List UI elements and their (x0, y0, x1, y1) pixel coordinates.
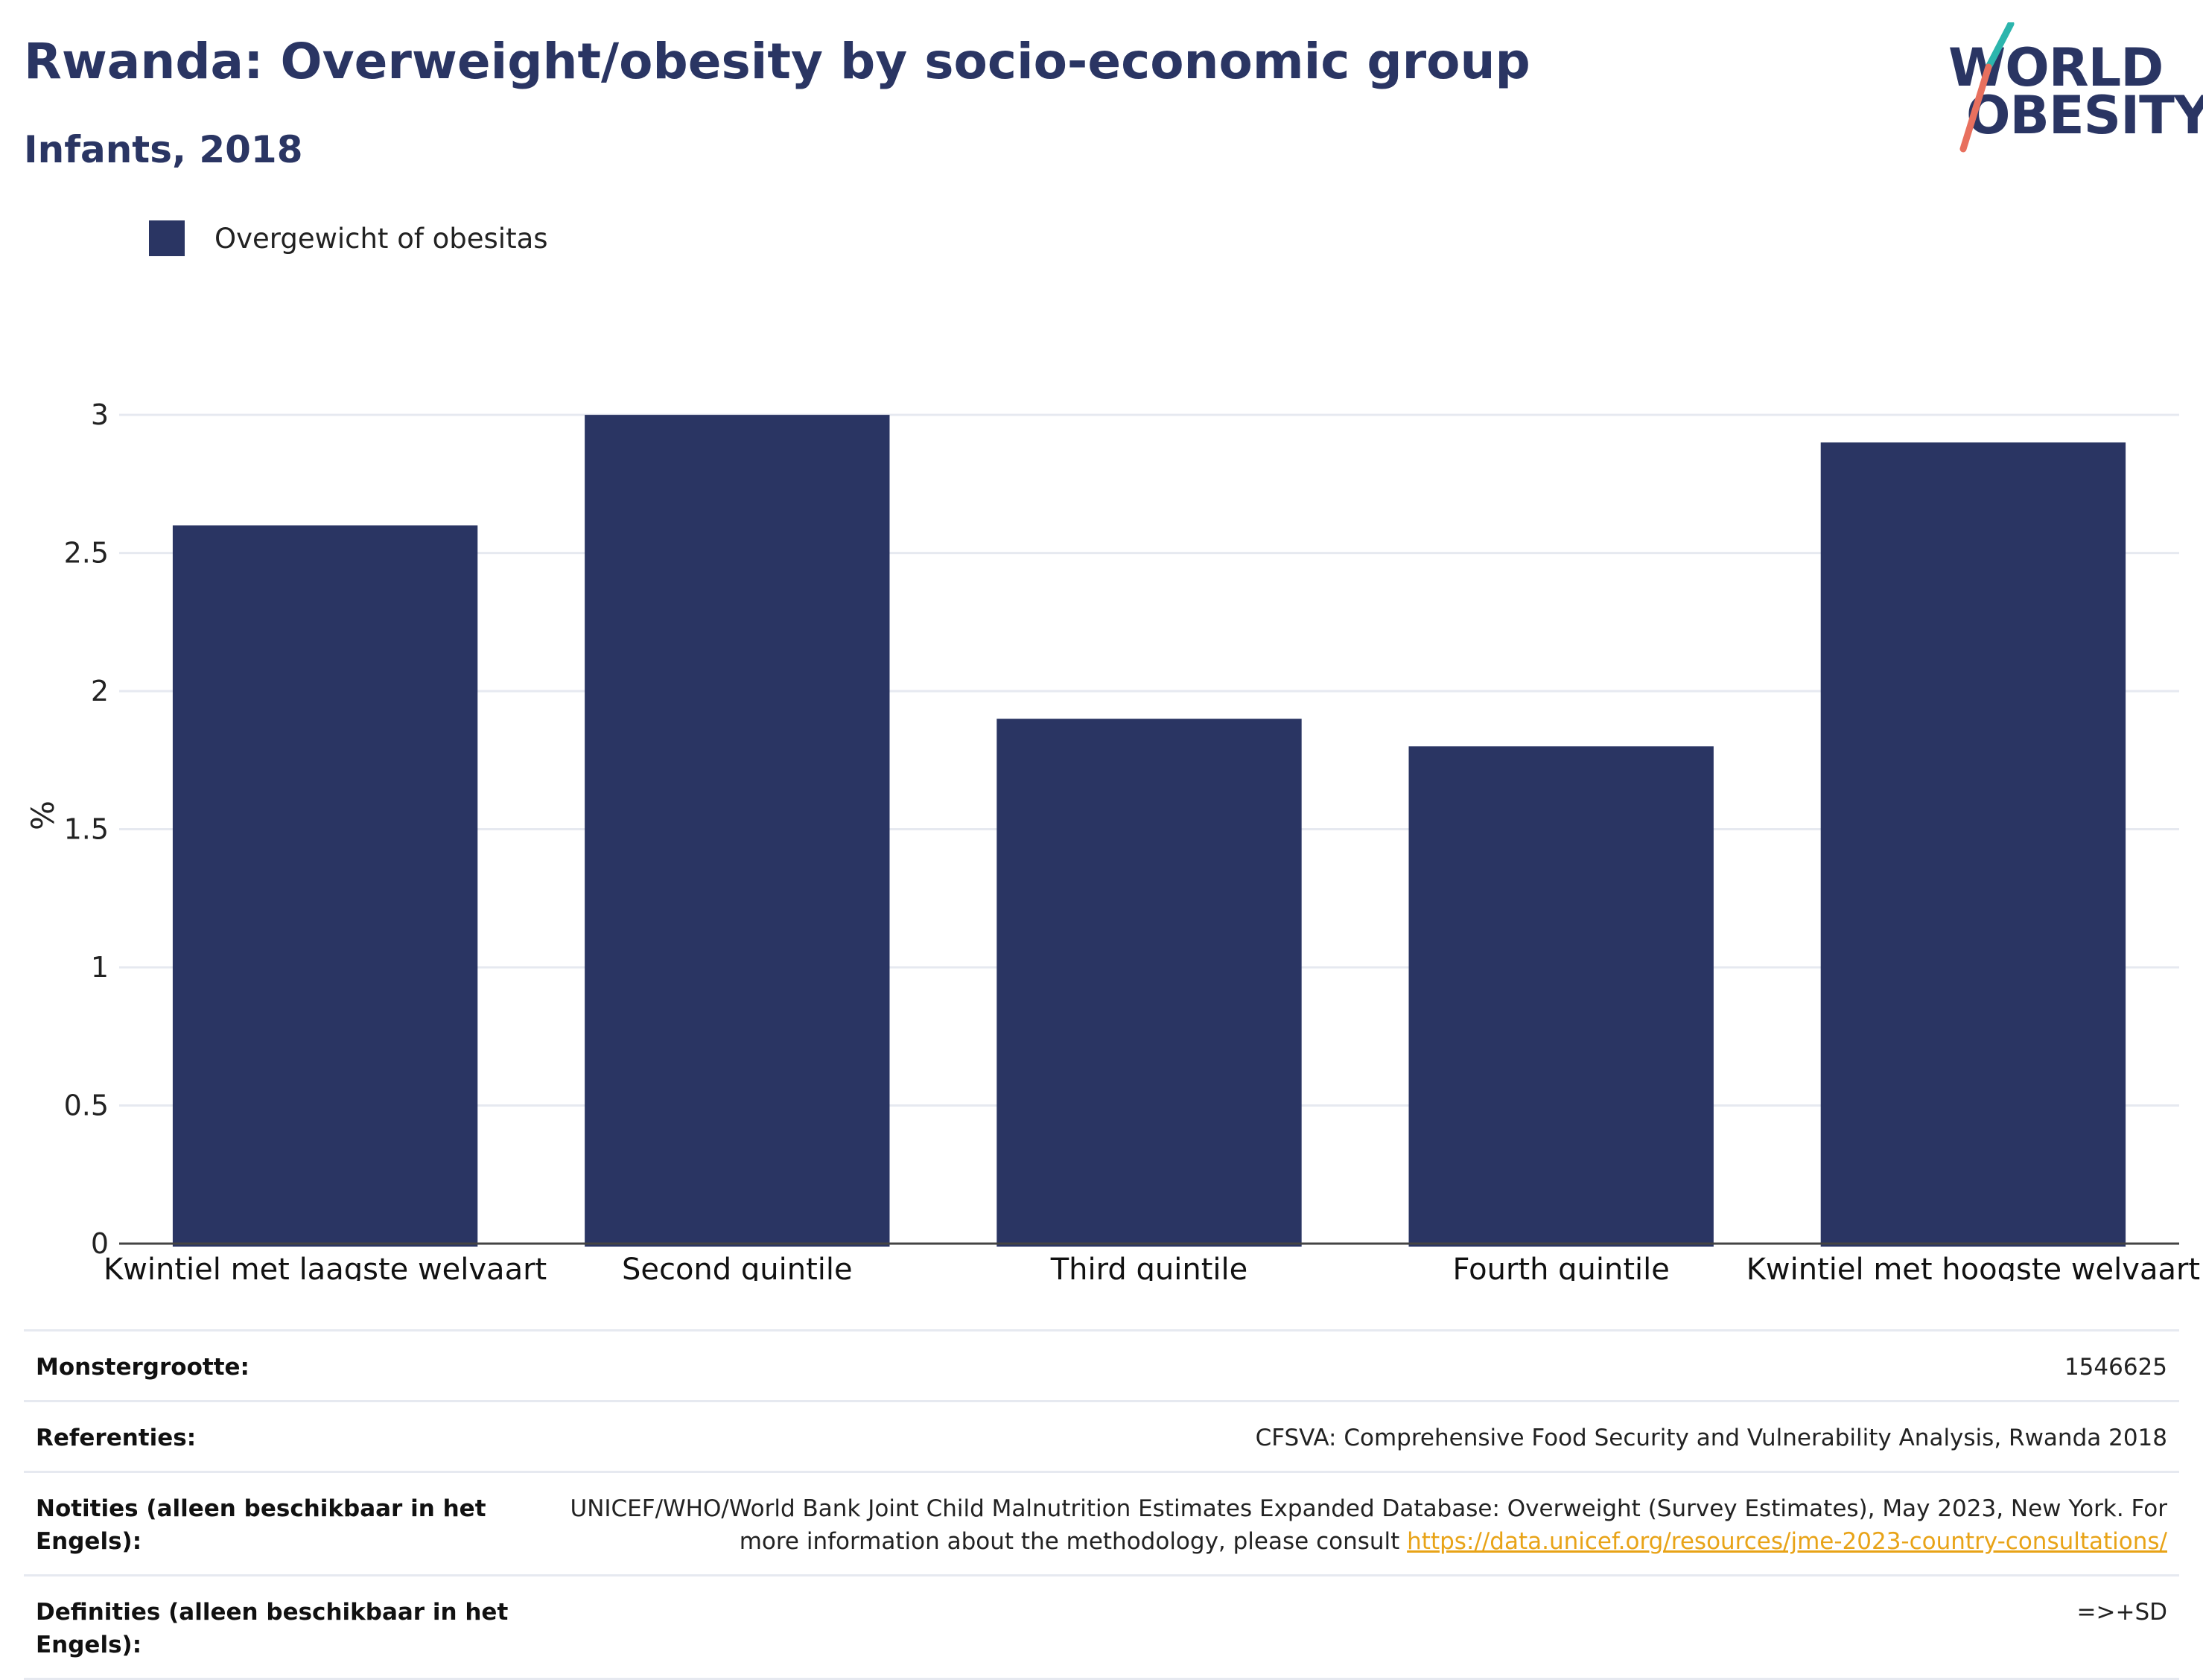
y-tick-label: 2 (91, 675, 109, 707)
info-key: Definities (alleen beschikbaar in het En… (36, 1599, 509, 1659)
y-tick-label: 0.5 (64, 1089, 109, 1122)
bar (1408, 746, 1714, 1247)
logo-slash-icon (1959, 22, 2015, 153)
y-tick-label: 0 (91, 1227, 109, 1260)
notes-text: UNICEF/WHO/World Bank Joint Child Malnut… (570, 1495, 2168, 1556)
x-tick-label: Kwintiel met laagste welvaart (104, 1253, 547, 1281)
bars (172, 415, 2126, 1247)
info-value: UNICEF/WHO/World Bank Joint Child Malnut… (544, 1492, 2168, 1558)
x-tick-label: Third quintile (1050, 1253, 1247, 1281)
chart-title: Rwanda: Overweight/obesity by socio-econ… (24, 33, 1530, 90)
y-tick-label: 1.5 (64, 813, 109, 846)
info-value: CFSVA: Comprehensive Food Security and V… (1255, 1425, 2167, 1452)
legend[interactable]: Overgewicht of obesitas (149, 220, 548, 256)
x-tick-label: Kwintiel met hoogste welvaart (1746, 1253, 2200, 1281)
x-tick-label: Second quintile (622, 1253, 853, 1281)
bar (996, 719, 1302, 1247)
methodology-link[interactable]: https://data.unicef.org/resources/jme-20… (1407, 1528, 2167, 1556)
y-axis-label: % (25, 801, 61, 830)
logo-line-2: OBESITY (1966, 85, 2203, 146)
y-tick-label: 1 (91, 951, 109, 984)
info-key: Referenties: (36, 1425, 197, 1452)
y-tick-label: 3 (91, 398, 109, 431)
x-tick-label: Fourth quintile (1453, 1253, 1670, 1281)
info-value: 1546625 (2064, 1354, 2167, 1381)
info-key: Monstergrootte: (36, 1354, 249, 1381)
y-tick-label: 2.5 (64, 537, 109, 570)
info-value: =>+SD (2076, 1599, 2167, 1626)
bar (585, 415, 890, 1247)
legend-swatch (149, 220, 185, 256)
bar (172, 525, 478, 1247)
legend-label: Overgewicht of obesitas (214, 222, 548, 255)
info-key: Notities (alleen beschikbaar in het Enge… (36, 1495, 486, 1556)
info-row-references: Referenties: CFSVA: Comprehensive Food S… (24, 1400, 2179, 1471)
world-obesity-logo[interactable]: WORLD OBESITY (1936, 22, 2203, 156)
bar-chart: 0 0.5 1 1.5 2 2.5 3 Kwintiel met laagste welvaa… (25, 398, 2200, 1281)
info-table: Monstergrootte: 1546625 Referenties: CFS… (24, 1329, 2179, 1680)
info-row-notes: Notities (alleen beschikbaar in het Enge… (24, 1471, 2179, 1574)
info-row-definitions: Definities (alleen beschikbaar in het En… (24, 1574, 2179, 1680)
info-row-sample-size: Monstergrootte: 1546625 (24, 1329, 2179, 1400)
chart-subtitle: Infants, 2018 (24, 128, 303, 171)
bar (1820, 442, 2126, 1247)
axes: 0 0.5 1 1.5 2 2.5 3 Kwintiel met laagste welvaa… (25, 398, 2200, 1281)
